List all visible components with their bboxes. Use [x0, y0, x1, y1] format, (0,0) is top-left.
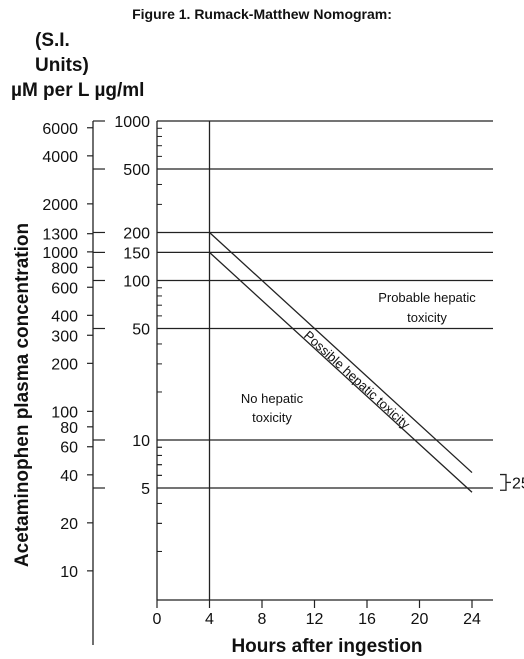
- um-tick-label: 80: [60, 420, 78, 437]
- um-tick-label: 1300: [42, 227, 78, 244]
- units-label-line3: µM per L µg/ml: [11, 80, 145, 101]
- um-tick-label: 20: [60, 516, 78, 533]
- x-tick-label: 4: [205, 611, 214, 628]
- um-tick-label: 100: [51, 404, 78, 421]
- x-tick-label: 24: [463, 611, 481, 628]
- um-tick-label: 300: [51, 328, 78, 345]
- x-tick-label: 12: [306, 611, 324, 628]
- ug-tick-label: 1000: [114, 114, 150, 131]
- x-tick-label: 0: [153, 611, 162, 628]
- um-tick-label: 10: [60, 564, 78, 581]
- probable-hepatic-toxicity-label: toxicity: [407, 310, 447, 325]
- x-tick-label: 16: [358, 611, 376, 628]
- no-hepatic-toxicity-label: toxicity: [252, 410, 292, 425]
- um-tick-label: 40: [60, 468, 78, 485]
- toxicity-line-2: [209, 251, 473, 493]
- um-tick-label: 600: [51, 280, 78, 297]
- possible-hepatic-toxicity-label: Possible hepatic toxicity: [301, 328, 413, 432]
- probable-hepatic-toxicity-label: Probable hepatic: [378, 290, 476, 305]
- um-tick-label: 800: [51, 260, 78, 277]
- um-tick-label: 60: [60, 440, 78, 457]
- no-hepatic-toxicity-label: No hepatic: [241, 391, 304, 406]
- x-axis-title: Hours after ingestion: [231, 636, 422, 657]
- bracket-mark: [500, 473, 507, 491]
- ug-tick-label: 500: [123, 162, 150, 179]
- um-tick-label: 200: [51, 356, 78, 373]
- um-tick-label: 4000: [42, 149, 78, 166]
- x-tick-label: 8: [258, 611, 267, 628]
- bracket-label: 25%: [512, 475, 524, 492]
- um-tick-label: 6000: [42, 121, 78, 138]
- figure-title: Figure 1. Rumack-Matthew Nomogram:: [132, 6, 392, 22]
- um-tick-label: 400: [51, 308, 78, 325]
- ug-tick-label: 10: [132, 433, 150, 450]
- ug-tick-label: 150: [123, 245, 150, 262]
- ug-tick-label: 50: [132, 322, 150, 339]
- y-axis-title: Acetaminophen plasma concentration: [12, 223, 33, 567]
- units-label-line1: (S.I.: [35, 30, 70, 51]
- units-label-line2: Units): [35, 55, 89, 76]
- um-tick-label: 2000: [42, 197, 78, 214]
- ug-tick-label: 5: [141, 481, 150, 498]
- um-tick-label: 1000: [42, 245, 78, 262]
- x-tick-label: 20: [411, 611, 429, 628]
- ug-tick-label: 200: [123, 225, 150, 242]
- toxicity-line-1: [209, 232, 473, 474]
- ug-tick-label: 100: [123, 273, 150, 290]
